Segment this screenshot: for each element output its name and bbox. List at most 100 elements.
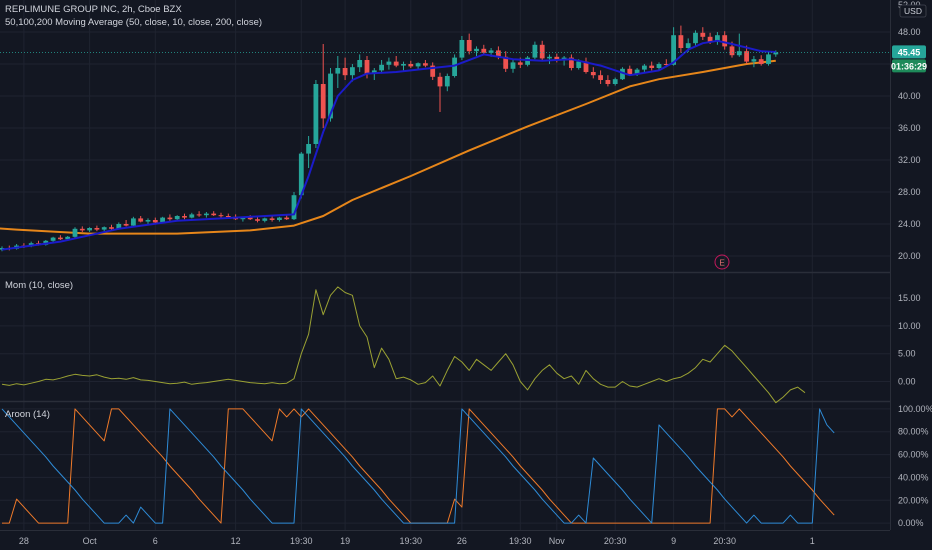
time-tick-label: 19 xyxy=(340,536,350,546)
candle-body xyxy=(386,61,392,65)
candle-body xyxy=(488,50,494,53)
time-tick-label: 19:30 xyxy=(290,536,313,546)
candle-body xyxy=(605,80,611,84)
aroon-pane[interactable]: Aroon (14) xyxy=(1,408,835,524)
candle-body xyxy=(671,35,676,65)
candle-body xyxy=(525,57,530,65)
aroon-tick-label: 20.00% xyxy=(898,495,929,505)
price-tick-label: 48.00 xyxy=(898,27,921,37)
price-tick-label: 36.00 xyxy=(898,123,921,133)
candle-body xyxy=(459,40,465,58)
candle-body xyxy=(167,217,173,220)
candle-body xyxy=(87,228,92,231)
candle-body xyxy=(444,76,450,87)
candle-body xyxy=(116,224,122,229)
candle-body xyxy=(342,68,348,76)
candle-body xyxy=(72,228,78,237)
candle-body xyxy=(182,216,187,218)
time-axis[interactable]: 28 Oct 6 12 19:30 19 19:30 26 19:30 Nov 20:30 9 20:3… xyxy=(19,536,815,546)
candle-body xyxy=(620,68,625,80)
candle-body xyxy=(576,61,582,68)
candle-body xyxy=(328,73,333,119)
candle-body xyxy=(357,60,363,68)
candle-body xyxy=(291,195,297,220)
candle-body xyxy=(751,59,757,62)
price-tick-label: 40.00 xyxy=(898,91,921,101)
aroon-tick-label: 80.00% xyxy=(898,427,929,437)
time-tick-label: 12 xyxy=(231,536,241,546)
aroon-tick-label: 40.00% xyxy=(898,472,929,482)
price-axis[interactable]: 20.0024.0028.0032.0036.0040.0044.0048.00… xyxy=(898,27,932,528)
candle-body xyxy=(423,63,428,66)
price-tick-label: 32.00 xyxy=(898,155,921,165)
time-tick-label: 26 xyxy=(457,536,467,546)
candle-body xyxy=(452,57,457,76)
momentum-tick-label: 10.00 xyxy=(898,321,921,331)
candle-body xyxy=(766,54,771,64)
momentum-tick-label: 0.00 xyxy=(898,377,916,387)
earnings-label: E xyxy=(719,259,724,268)
candle-body xyxy=(320,84,326,119)
candle-body xyxy=(634,69,640,75)
aroon-title: Aroon (14) xyxy=(5,409,50,420)
candle-body xyxy=(685,43,691,48)
symbol-title: REPLIMUNE GROUP INC, 2h, Cboe BZX xyxy=(5,4,182,15)
candle-body xyxy=(496,50,501,57)
candle-body xyxy=(430,65,436,77)
candle-body xyxy=(123,224,129,226)
candle-body xyxy=(65,236,71,240)
aroon-down-line xyxy=(1,408,835,524)
time-tick-label: Oct xyxy=(83,536,98,546)
candle-body xyxy=(371,70,377,74)
candle-body xyxy=(138,218,144,222)
candle-body xyxy=(101,227,107,230)
candle-body xyxy=(517,62,523,65)
time-tick-label: 28 xyxy=(19,536,29,546)
price-badge: 45.45 xyxy=(892,45,926,59)
candle-body xyxy=(364,60,370,74)
price-badge-label: 45.45 xyxy=(898,47,921,57)
candle-body xyxy=(284,217,290,220)
candle-body xyxy=(313,84,319,144)
candle-body xyxy=(379,64,384,71)
candle-body xyxy=(715,35,720,42)
ma-indicator-title: 50,100,200 Moving Average (50, close, 10… xyxy=(5,17,262,28)
candle-body xyxy=(145,220,151,222)
earnings-icon xyxy=(714,254,730,270)
ma-fast-series xyxy=(1,39,776,251)
candle-body xyxy=(758,59,764,64)
candle-body xyxy=(298,153,304,196)
candle-body xyxy=(160,217,165,223)
momentum-pane[interactable]: Mom (10, close) xyxy=(1,280,806,404)
ma-fast-line xyxy=(1,39,776,251)
grid xyxy=(0,0,890,530)
candle-body xyxy=(744,51,749,62)
momentum-title: Mom (10, close) xyxy=(5,280,73,291)
candle-body xyxy=(393,61,399,66)
candle-body xyxy=(583,61,589,72)
candle-body xyxy=(415,63,421,67)
candle-body xyxy=(350,67,355,76)
time-tick-label: 20:30 xyxy=(713,536,736,546)
price-pane[interactable]: REPLIMUNE GROUP INC, 2h, Cboe BZX 50,100… xyxy=(0,4,890,270)
earnings-marker[interactable]: E xyxy=(714,254,730,270)
candle-body xyxy=(590,72,596,76)
candle-body xyxy=(649,65,655,68)
candle-body xyxy=(532,44,538,58)
candle-body xyxy=(94,228,100,230)
candle-body xyxy=(678,35,684,48)
candle-body xyxy=(598,75,603,80)
candle-body xyxy=(255,219,260,221)
candle-body xyxy=(466,40,472,52)
candle-body xyxy=(131,218,136,226)
candle-body xyxy=(225,216,231,217)
candle-body xyxy=(189,214,195,218)
aroon-tick-label: 60.00% xyxy=(898,450,929,460)
countdown-badge: 01:36:29 xyxy=(891,59,927,73)
time-tick-label: 19:30 xyxy=(400,536,423,546)
candle-body xyxy=(79,228,85,231)
price-tick-label: 28.00 xyxy=(898,187,921,197)
candle-body xyxy=(642,65,647,70)
currency-button[interactable]: USD xyxy=(899,4,927,18)
